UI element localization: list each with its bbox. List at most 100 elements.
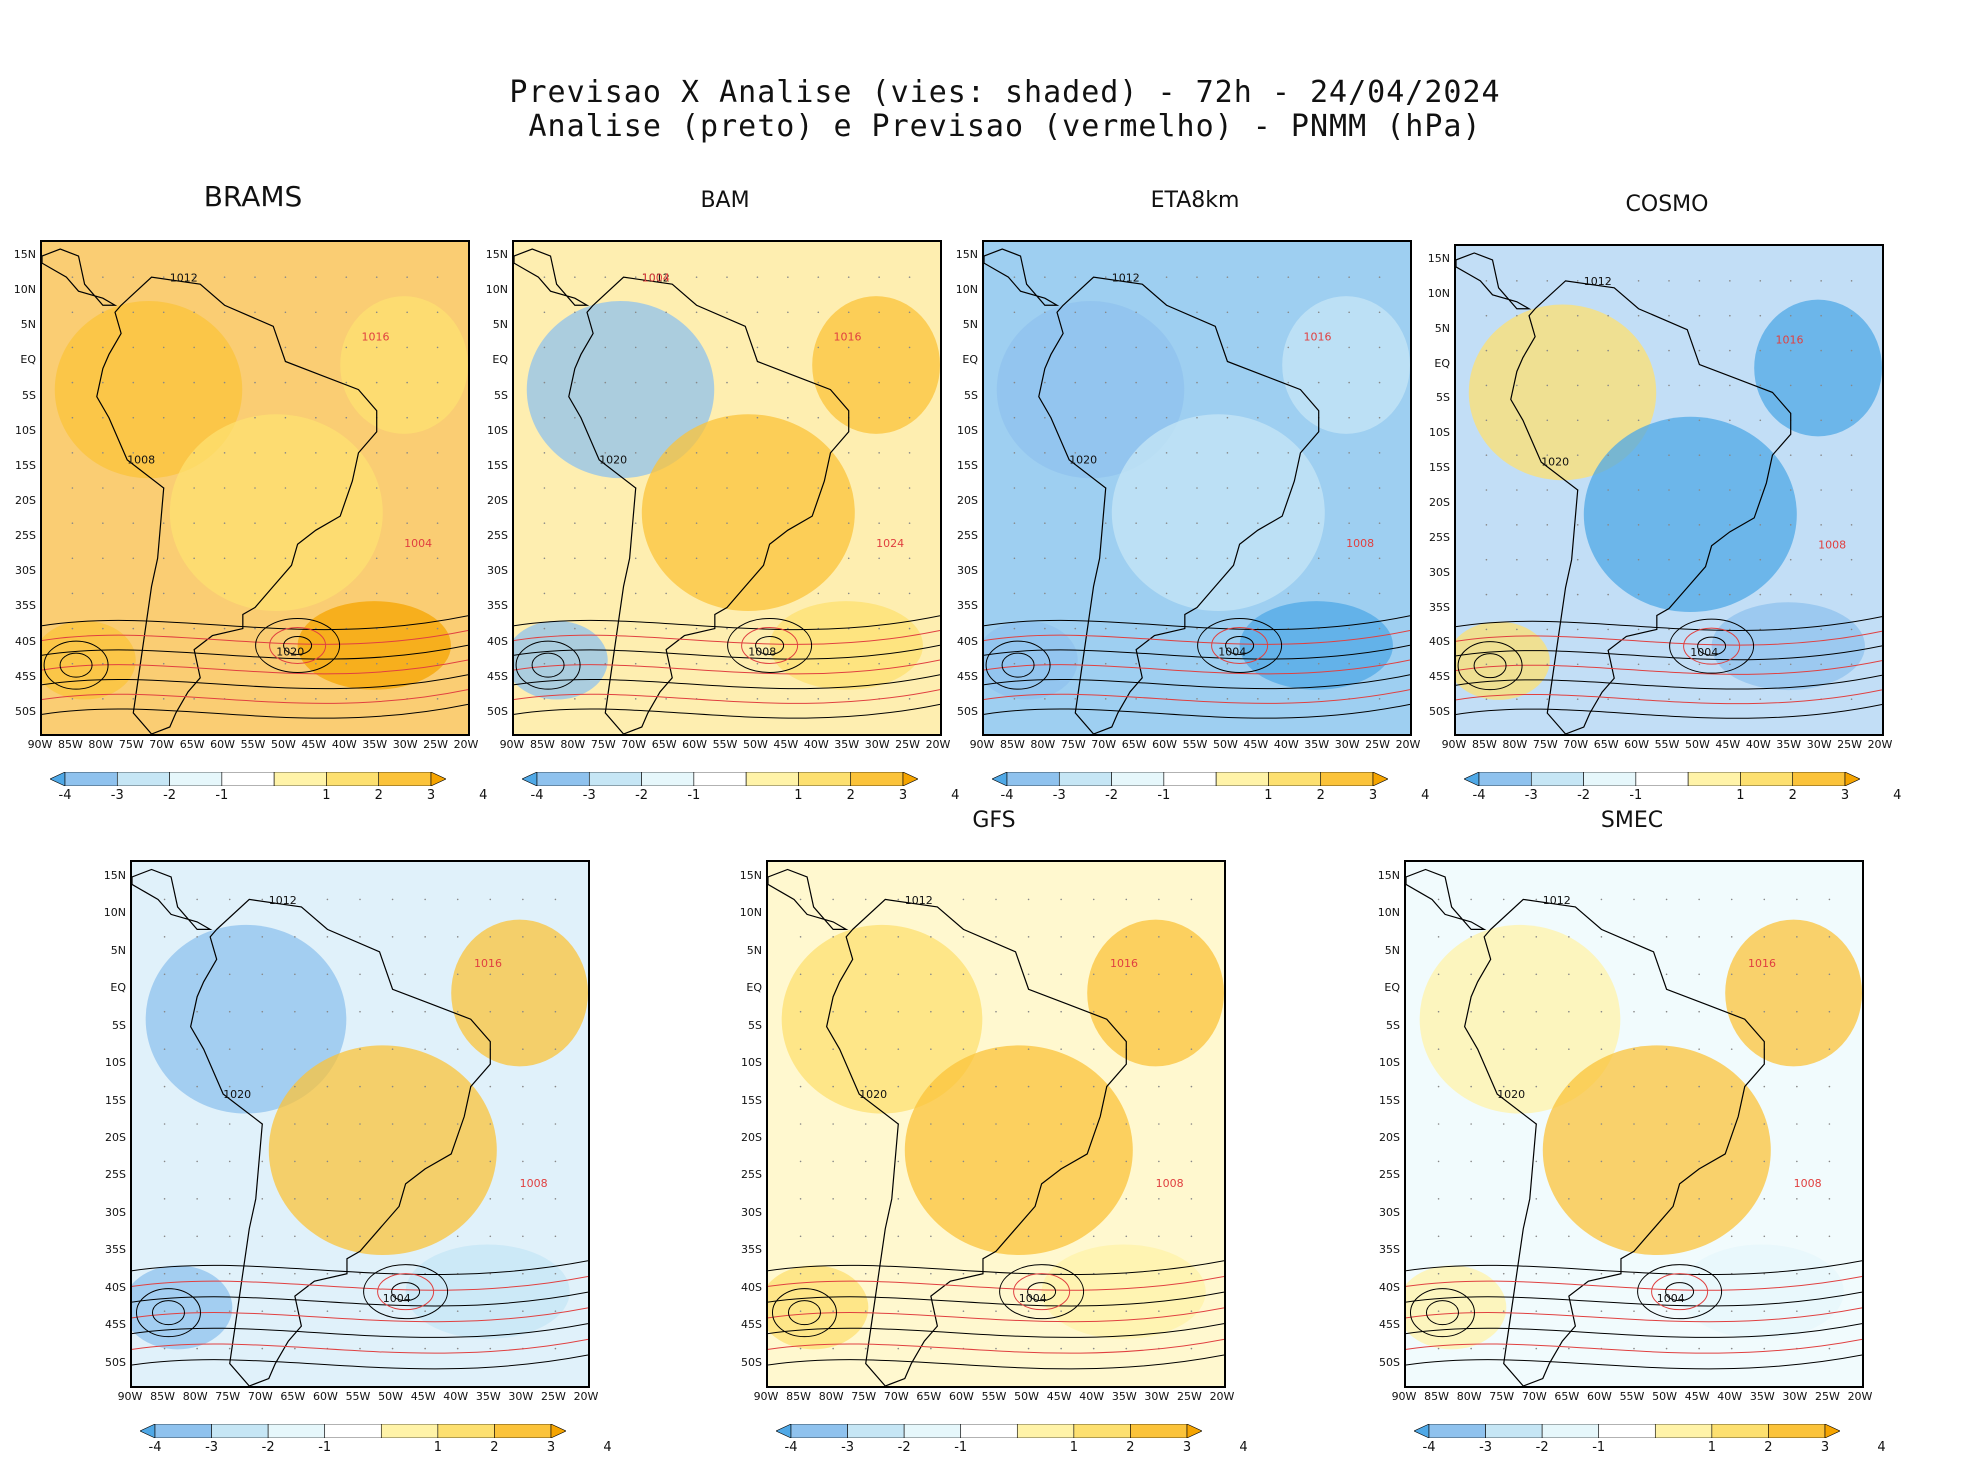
grid-dot — [326, 1123, 329, 1125]
grid-dot — [315, 592, 317, 595]
grid-dot — [1437, 1010, 1440, 1013]
contour-label: 1012 — [170, 271, 198, 284]
grid-dot — [1633, 936, 1635, 938]
grid-dot — [908, 346, 911, 349]
grid-dot — [1158, 1160, 1160, 1163]
grid-dot — [1698, 698, 1701, 700]
grid-dot — [228, 898, 231, 901]
grid-dot — [543, 381, 546, 384]
grid-dot — [1796, 1272, 1798, 1275]
grid-dot — [847, 557, 850, 560]
grid-dot — [375, 522, 378, 524]
grid-dot — [1729, 419, 1731, 422]
grid-dot — [132, 698, 135, 700]
grid-dot — [1516, 349, 1518, 352]
grid-dot — [1633, 1010, 1635, 1013]
low-pressure-isobar — [1697, 636, 1727, 656]
colorbar-segment — [1687, 772, 1741, 786]
colorbar-segment — [1478, 772, 1532, 786]
grid-dot — [1698, 1085, 1700, 1088]
grid-dot — [554, 1048, 557, 1050]
grid-dot — [787, 487, 789, 489]
grid-dot — [832, 1235, 834, 1238]
grid-dot — [456, 1048, 459, 1050]
contour-label: 1020 — [1541, 456, 1569, 469]
grid-dot — [326, 1310, 329, 1312]
colorbar-segment — [1740, 772, 1794, 786]
grid-dot — [1125, 973, 1128, 976]
colorbar-label: -3 — [1479, 1440, 1493, 1455]
grid-dot — [294, 1085, 296, 1088]
grid-dot — [1759, 698, 1762, 700]
isobar — [1456, 674, 1882, 690]
panel-title: BRAMS — [203, 180, 303, 213]
lon-tick-label: 65W — [1554, 1390, 1580, 1403]
grid-dot — [1060, 1235, 1062, 1238]
grid-dot — [1190, 1198, 1193, 1200]
grid-dot — [1535, 898, 1538, 901]
grid-dot — [375, 381, 378, 384]
colorbar-segment — [1792, 772, 1846, 786]
grid-dot — [315, 311, 317, 314]
grid-dot — [1348, 662, 1350, 665]
colorbar-segment — [1215, 772, 1269, 786]
lon-tick-label: 90W — [117, 1390, 143, 1403]
lon-tick-label: 50W — [1212, 738, 1238, 751]
lon-tick-label: 90W — [1391, 1390, 1417, 1403]
grid-dot — [456, 936, 459, 938]
lat-tick-label: 45S — [1429, 670, 1450, 684]
grid-dot — [391, 1235, 394, 1238]
grid-dot — [391, 1085, 394, 1088]
grid-dot — [878, 276, 880, 278]
grid-dot — [908, 381, 911, 384]
contour-label: 1012 — [1112, 271, 1140, 284]
grid-dot — [1698, 1160, 1700, 1163]
grid-dot — [326, 1235, 329, 1238]
isobar — [984, 630, 1410, 645]
lon-tick-label: 80W — [1030, 738, 1056, 751]
grid-dot — [1027, 973, 1030, 976]
grid-dot — [908, 662, 911, 665]
colorbar-segment — [1268, 772, 1322, 786]
grid-dot — [489, 973, 492, 976]
lon-tick-label: 75W — [1532, 738, 1558, 751]
grid-dot — [1060, 1085, 1062, 1088]
grid-dot — [756, 416, 759, 419]
grid-dot — [1668, 558, 1670, 561]
low-pressure-isobar — [391, 1282, 421, 1302]
grid-dot — [1165, 276, 1168, 278]
grid-dot — [1257, 487, 1259, 489]
grid-dot — [261, 1198, 264, 1200]
grid-dot — [1502, 1048, 1505, 1050]
grid-dot — [1135, 522, 1137, 524]
grid-dot — [294, 1272, 296, 1275]
grid-dot — [228, 1235, 231, 1238]
lat-tick-label: 40S — [487, 634, 508, 648]
grid-dot — [1092, 1085, 1095, 1088]
grid-dot — [1092, 1010, 1095, 1013]
grid-dot — [1535, 1235, 1538, 1238]
grid-dot — [424, 1235, 426, 1238]
grid-dot — [1633, 1235, 1635, 1238]
lat-tick-label: 45S — [105, 1318, 126, 1332]
grid-dot — [1190, 1272, 1193, 1275]
lon-tick-label: 70W — [1091, 738, 1117, 751]
grid-dot — [1698, 1123, 1700, 1125]
grid-dot — [1013, 346, 1016, 349]
colorbar-label: 2 — [1316, 788, 1325, 803]
lat-tick-label: 45S — [957, 669, 978, 683]
isobar — [1456, 645, 1882, 661]
grid-dot — [1516, 698, 1518, 700]
grid-dot — [1516, 419, 1518, 422]
coastline — [825, 898, 1127, 1386]
grid-dot — [162, 627, 165, 630]
grid-dot — [1698, 1048, 1700, 1050]
lat-tick-label: EQ — [746, 981, 762, 995]
colorbar-label: -2 — [163, 788, 177, 803]
grid-dot — [554, 1310, 557, 1312]
grid-dot — [726, 416, 728, 419]
grid-dot — [962, 1048, 965, 1050]
lon-tick-label: 85W — [999, 738, 1025, 751]
colorbar-label: 3 — [1368, 788, 1378, 803]
grid-dot — [359, 1048, 361, 1050]
